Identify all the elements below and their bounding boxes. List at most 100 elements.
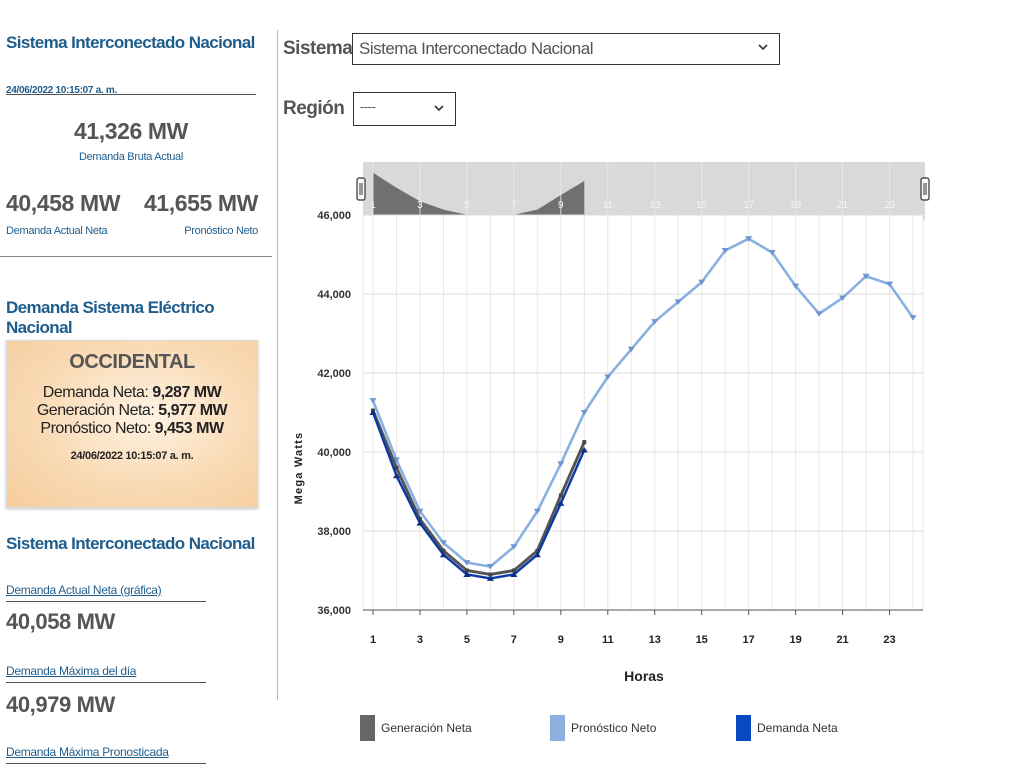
range-navigator[interactable]: 1 3 5 7 9 11 13 15 17 19 21 23 bbox=[356, 162, 930, 220]
x-tick-label: 21 bbox=[836, 634, 848, 646]
system-select[interactable]: Sistema Interconectado Nacional bbox=[352, 33, 780, 65]
series-point[interactable] bbox=[721, 248, 729, 254]
series-point[interactable] bbox=[909, 315, 917, 321]
x-tick-label: 15 bbox=[696, 634, 708, 646]
series-point[interactable] bbox=[417, 517, 422, 522]
series-point[interactable] bbox=[815, 311, 823, 317]
region-select[interactable]: ---- bbox=[353, 92, 456, 126]
timestamp-row: 24/06/2022 10:15:07 a. m. bbox=[6, 80, 256, 96]
series-point[interactable] bbox=[557, 461, 565, 467]
y-axis-label: Mega Watts bbox=[293, 432, 305, 505]
series-point[interactable] bbox=[394, 465, 399, 470]
series-point[interactable] bbox=[558, 493, 563, 498]
y-tick-label: 42,000 bbox=[317, 368, 351, 380]
series-point[interactable] bbox=[698, 279, 706, 286]
divider bbox=[0, 256, 272, 257]
region-select-value: ---- bbox=[360, 99, 376, 114]
series-point[interactable] bbox=[486, 575, 494, 581]
navigator-handle-left[interactable] bbox=[356, 177, 366, 201]
series-point[interactable] bbox=[441, 548, 446, 553]
x-tick-label: 7 bbox=[511, 634, 517, 646]
navigator-tick-label: 21 bbox=[837, 200, 849, 211]
net-demand-label: Demanda Actual Neta bbox=[6, 225, 108, 237]
series-point[interactable] bbox=[369, 398, 377, 404]
series-point[interactable] bbox=[745, 236, 753, 242]
series-point[interactable] bbox=[416, 508, 424, 515]
y-tick-label: 38,000 bbox=[317, 526, 351, 538]
max-demand-link[interactable]: Demanda Máxima del día bbox=[6, 664, 137, 678]
navigator-tick-label: 19 bbox=[790, 200, 802, 211]
navigator-tick-label: 5 bbox=[464, 200, 470, 211]
chevron-down-icon bbox=[433, 102, 445, 117]
series-point[interactable] bbox=[533, 551, 541, 558]
forecast-label: Pronóstico Neto bbox=[184, 225, 258, 237]
series-point[interactable] bbox=[510, 571, 518, 577]
legend-label: Generación Neta bbox=[381, 721, 472, 735]
card-forecast-label: Pronóstico Neto: bbox=[40, 420, 151, 437]
series-point[interactable] bbox=[439, 551, 447, 558]
series-point[interactable] bbox=[604, 374, 612, 380]
legend-item-demand[interactable]: Demanda Neta bbox=[736, 715, 838, 741]
legend-item-forecast[interactable]: Pronóstico Neto bbox=[550, 715, 656, 741]
card-net-gen-row: Generación Neta: 5,977 MW bbox=[7, 402, 257, 420]
legend-item-generation[interactable]: Generación Neta bbox=[360, 715, 472, 741]
card-net-gen-label: Generación Neta: bbox=[36, 402, 155, 419]
series-point[interactable] bbox=[486, 564, 494, 570]
series-point[interactable] bbox=[533, 508, 541, 515]
navigator-tick-label: 13 bbox=[649, 200, 661, 211]
series-point[interactable] bbox=[463, 560, 471, 566]
navigator-tick-label: 11 bbox=[603, 200, 614, 211]
y-tick-label: 40,000 bbox=[317, 447, 351, 459]
series-point[interactable] bbox=[392, 457, 400, 463]
series-point[interactable] bbox=[416, 520, 424, 526]
forecast-value: 41,655 MW bbox=[143, 190, 258, 216]
plot-background bbox=[362, 214, 924, 611]
navigator-handle-right[interactable] bbox=[920, 177, 930, 201]
series-point[interactable] bbox=[464, 568, 469, 573]
series-point[interactable] bbox=[674, 299, 682, 305]
legend-swatch bbox=[360, 715, 375, 741]
gross-demand-value: 41,326 MW bbox=[73, 118, 188, 144]
series-point[interactable] bbox=[768, 250, 776, 256]
navigator-tick-label: 23 bbox=[884, 200, 896, 211]
series-point[interactable] bbox=[557, 500, 565, 506]
series-point[interactable] bbox=[580, 410, 588, 416]
card-net-gen-value: 5,977 MW bbox=[158, 402, 228, 419]
navigator-tick-label: 15 bbox=[696, 200, 708, 211]
card-forecast-row: Pronóstico Neto: 9,453 MW bbox=[7, 420, 257, 438]
max-forecast-row: Demanda Máxima Pronosticada bbox=[6, 743, 206, 764]
series-point[interactable] bbox=[886, 281, 894, 288]
series-point[interactable] bbox=[392, 472, 400, 479]
series-point[interactable] bbox=[535, 548, 540, 553]
series-point[interactable] bbox=[839, 295, 847, 301]
chart-demand-row: Demanda Actual Neta (gráfica) bbox=[6, 581, 206, 602]
x-tick-label: 19 bbox=[789, 634, 801, 646]
card-forecast-value: 9,453 MW bbox=[154, 420, 224, 437]
series-point[interactable] bbox=[369, 409, 377, 416]
max-forecast-link[interactable]: Demanda Máxima Pronosticada bbox=[6, 745, 169, 759]
series-point[interactable] bbox=[651, 319, 659, 325]
chart-demand-link[interactable]: Demanda Actual Neta (gráfica) bbox=[6, 583, 162, 597]
navigator-area bbox=[373, 172, 585, 220]
series-point[interactable] bbox=[463, 571, 471, 577]
section-title: Demanda Sistema Eléctrico Nacional bbox=[6, 298, 215, 337]
series-point[interactable] bbox=[488, 572, 493, 577]
series-point[interactable] bbox=[511, 568, 516, 573]
timestamp: 24/06/2022 10:15:07 a. m. bbox=[6, 85, 117, 96]
series-point[interactable] bbox=[792, 283, 800, 290]
navigator-background bbox=[363, 162, 925, 220]
card-timestamp: 24/06/2022 10:15:07 a. m. bbox=[70, 450, 194, 462]
navigator-tick-label: 17 bbox=[743, 200, 755, 211]
series-point[interactable] bbox=[862, 273, 870, 280]
y-tick-label: 44,000 bbox=[317, 289, 351, 301]
series-point[interactable] bbox=[582, 440, 587, 445]
series-point[interactable] bbox=[510, 544, 518, 550]
x-tick-label: 13 bbox=[649, 634, 661, 646]
series-line-2 bbox=[371, 412, 586, 580]
series-point[interactable] bbox=[439, 540, 447, 546]
series-point[interactable] bbox=[627, 346, 635, 353]
legend-label: Demanda Neta bbox=[757, 721, 838, 735]
series-point[interactable] bbox=[580, 447, 588, 453]
x-tick-label: 1 bbox=[370, 634, 376, 646]
